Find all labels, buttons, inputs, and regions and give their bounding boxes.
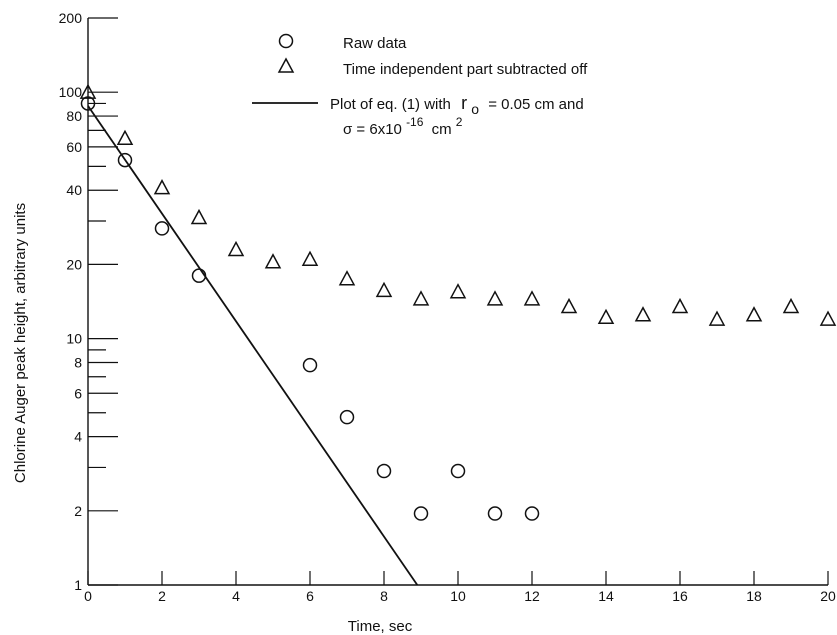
raw-data-point bbox=[339, 409, 355, 425]
subtracted-data-point bbox=[819, 310, 837, 326]
legend-triangle-label: Time independent part subtracted off bbox=[343, 61, 588, 78]
raw-data-point bbox=[524, 506, 540, 521]
x-tick-label: 12 bbox=[524, 588, 540, 604]
y-tick-label: 6 bbox=[74, 385, 82, 401]
fit-line bbox=[87, 105, 419, 586]
subtracted-data-point bbox=[375, 281, 393, 298]
legend-circle-marker bbox=[278, 33, 294, 49]
legend-raw-data-label: Raw data bbox=[343, 35, 407, 52]
y-axis-title: Chlorine Auger peak height, arbitrary un… bbox=[12, 203, 29, 483]
legend-sigma-unit: cm bbox=[432, 121, 452, 138]
raw-data-point bbox=[154, 221, 170, 236]
x-tick-label: 18 bbox=[746, 588, 762, 604]
subtracted-data-point bbox=[264, 253, 282, 269]
y-tick-label: 40 bbox=[66, 182, 82, 198]
x-tick-label: 6 bbox=[306, 588, 314, 604]
subtracted-data-point bbox=[597, 308, 615, 325]
y-tick-label: 200 bbox=[59, 10, 83, 26]
subtracted-data-point bbox=[671, 297, 689, 314]
legend-sigma-prefix: σ = 6x10 bbox=[343, 121, 402, 138]
subtracted-data-point bbox=[560, 297, 578, 314]
subtracted-data-point bbox=[79, 83, 97, 99]
subtracted-data-point bbox=[486, 290, 504, 306]
series-layer bbox=[79, 83, 837, 586]
x-tick-label: 14 bbox=[598, 588, 614, 604]
y-tick-label: 10 bbox=[66, 331, 82, 347]
raw-data-point bbox=[80, 96, 96, 111]
legend-sigma-exponent: -16 bbox=[406, 115, 424, 129]
subtracted-data-point bbox=[708, 310, 726, 326]
legend-sigma-unit-exponent: 2 bbox=[456, 115, 463, 129]
subtracted-data-point bbox=[338, 270, 356, 286]
subtracted-data-point bbox=[227, 240, 245, 257]
x-tick-label: 0 bbox=[84, 588, 92, 604]
x-tick-label: 8 bbox=[380, 588, 388, 604]
raw-data-point bbox=[191, 268, 207, 283]
x-tick-label: 16 bbox=[672, 588, 688, 604]
legend-line-prefix: Plot of eq. (1) with bbox=[330, 96, 451, 113]
subtracted-data-point bbox=[153, 179, 171, 195]
legend-line-label-2: σ = 6x10 -16 cm 2 bbox=[343, 113, 463, 138]
subtracted-data-point bbox=[301, 250, 319, 266]
subtracted-data-point bbox=[412, 290, 430, 306]
subtracted-data-point bbox=[190, 208, 208, 225]
subtracted-data-point bbox=[523, 290, 541, 306]
legend: Raw data Time independent part subtracte… bbox=[252, 33, 588, 138]
raw-data-point bbox=[487, 506, 503, 521]
legend-triangle-marker bbox=[277, 57, 295, 73]
x-tick-label: 20 bbox=[820, 588, 836, 604]
y-tick-label: 4 bbox=[74, 429, 82, 445]
legend-line-r-sub: o bbox=[471, 101, 479, 117]
x-tick-label: 4 bbox=[232, 588, 240, 604]
tick-marks bbox=[87, 17, 829, 586]
y-tick-label: 1 bbox=[74, 577, 82, 593]
subtracted-data-point bbox=[634, 306, 652, 322]
subtracted-data-point bbox=[116, 129, 134, 146]
raw-data-point bbox=[302, 357, 318, 373]
axes bbox=[87, 18, 828, 586]
legend-line-r-value: = 0.05 cm and bbox=[488, 96, 583, 113]
y-tick-label: 2 bbox=[74, 503, 82, 519]
x-axis-title: Time, sec bbox=[348, 618, 413, 635]
subtracted-data-point bbox=[449, 283, 467, 299]
raw-data-point bbox=[117, 152, 133, 168]
y-tick-label: 100 bbox=[59, 84, 83, 100]
x-tick-label: 10 bbox=[450, 588, 466, 604]
subtracted-data-point bbox=[745, 306, 763, 322]
y-tick-label: 80 bbox=[66, 108, 82, 124]
legend-line-r: r bbox=[461, 93, 467, 113]
y-tick-label: 8 bbox=[74, 354, 82, 370]
subtracted-data-point bbox=[782, 297, 800, 314]
raw-data-point bbox=[376, 463, 392, 479]
raw-data-point bbox=[413, 506, 429, 521]
legend-line-label-1: Plot of eq. (1) with r o = 0.05 cm and bbox=[330, 93, 584, 118]
x-tick-label: 2 bbox=[158, 588, 166, 604]
raw-data-point bbox=[450, 463, 466, 479]
y-tick-label: 20 bbox=[66, 256, 82, 272]
y-tick-label: 60 bbox=[66, 139, 82, 155]
